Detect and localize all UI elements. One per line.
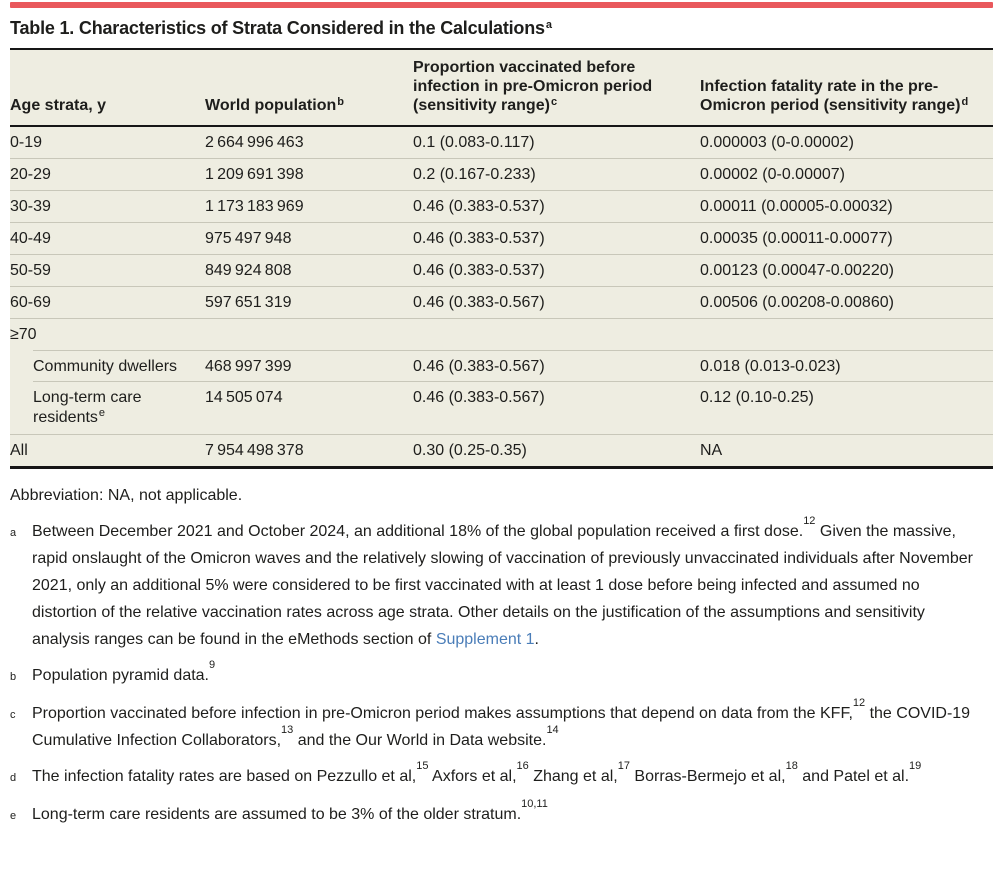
cell-age: Long-term care residentse — [33, 389, 142, 426]
cell-population: 1 173 183 969 — [205, 198, 304, 215]
cell-age: 40-49 — [10, 230, 51, 247]
cell-vaccinated: 0.46 (0.383-0.537) — [413, 262, 545, 279]
accent-bar — [10, 2, 993, 8]
header-world-population: World populationb — [205, 96, 344, 114]
cell-ifr: 0.00002 (0-0.00007) — [700, 166, 845, 183]
table-row: 40-49 975 497 948 0.46 (0.383-0.537) 0.0… — [10, 222, 993, 254]
cell-age: All — [10, 442, 28, 459]
cell-population: 849 924 808 — [205, 262, 292, 279]
table-title-footnote-marker: a — [545, 19, 552, 31]
footnote-e: e Long-term care residents are assumed t… — [10, 797, 993, 830]
table-bottom-rule — [10, 466, 993, 469]
header-proportion-vaccinated: Proportion vaccinated before infection i… — [413, 59, 653, 114]
cell-vaccinated: 0.46 (0.383-0.537) — [413, 198, 545, 215]
table-row: 50-59 849 924 808 0.46 (0.383-0.537) 0.0… — [10, 254, 993, 286]
footnote-a: a Between December 2021 and October 2024… — [10, 514, 993, 653]
cell-vaccinated — [413, 325, 700, 346]
cell-footnote-marker: e — [98, 407, 106, 419]
characteristics-table: Age strata, y World populationb Proporti… — [10, 50, 993, 466]
footnote-text: Population pyramid data.9 — [32, 658, 216, 684]
cell-ifr: 0.000003 (0-0.00002) — [700, 134, 854, 151]
cell-ifr: 0.00123 (0.00047-0.00220) — [700, 262, 894, 279]
cell-population: 597 651 319 — [205, 294, 292, 311]
cell-vaccinated: 0.46 (0.383-0.567) — [413, 389, 545, 406]
cell-ifr — [700, 325, 983, 346]
table-header-row: Age strata, y World populationb Proporti… — [10, 50, 993, 127]
footnote-marker: e — [10, 810, 17, 822]
cell-age: 0-19 — [10, 134, 43, 151]
cell-population: 14 505 074 — [205, 389, 283, 406]
cell-age: ≥70 — [10, 326, 37, 343]
cell-ifr: 0.018 (0.013-0.023) — [700, 358, 841, 375]
table-row-community-dwellers: Community dwellers 468 997 399 0.46 (0.3… — [10, 350, 993, 382]
abbreviation-note: Abbreviation: NA, not applicable. — [10, 487, 243, 504]
cell-vaccinated: 0.1 (0.083-0.117) — [413, 134, 535, 151]
footnote-text: The infection fatality rates are based o… — [32, 759, 922, 785]
cell-vaccinated: 0.30 (0.25-0.35) — [413, 442, 527, 459]
cell-population: 975 497 948 — [205, 230, 292, 247]
cell-vaccinated: 0.2 (0.167-0.233) — [413, 166, 536, 183]
table-row: 60-69 597 651 319 0.46 (0.383-0.567) 0.0… — [10, 286, 993, 318]
cell-population: 468 997 399 — [205, 358, 292, 375]
footnote-c: c Proportion vaccinated before infection… — [10, 696, 993, 754]
table-row-long-term-care: Long-term care residentse 14 505 074 0.4… — [10, 381, 993, 434]
cell-vaccinated: 0.46 (0.383-0.567) — [413, 294, 545, 311]
cell-ifr: NA — [700, 442, 723, 459]
footnotes-section: Abbreviation: NA, not applicable. a Betw… — [10, 469, 993, 830]
table-row-group-70plus: ≥70 — [10, 318, 993, 351]
table-title-text: Table 1. Characteristics of Strata Consi… — [10, 18, 545, 38]
footnote-text: Long-term care residents are assumed to … — [32, 797, 548, 823]
footnote-marker: a — [10, 527, 17, 539]
cell-population: 7 954 498 378 — [205, 442, 304, 459]
footnote-text: Between December 2021 and October 2024, … — [32, 514, 973, 648]
cell-population: 1 209 691 398 — [205, 166, 304, 183]
table-row: 30-39 1 173 183 969 0.46 (0.383-0.537) 0… — [10, 190, 993, 222]
header-age-strata: Age strata, y — [10, 97, 107, 114]
cell-age: 60-69 — [10, 294, 51, 311]
cell-population — [205, 325, 413, 346]
table-row: 20-29 1 209 691 398 0.2 (0.167-0.233) 0.… — [10, 158, 993, 190]
footnote-b: b Population pyramid data.9 — [10, 658, 993, 691]
footnote-d: d The infection fatality rates are based… — [10, 759, 993, 792]
footnote-marker: c — [10, 709, 16, 721]
footnote-marker: d — [10, 772, 17, 784]
table-title: Table 1. Characteristics of Strata Consi… — [10, 18, 993, 39]
cell-vaccinated: 0.46 (0.383-0.537) — [413, 230, 545, 247]
cell-population: 2 664 996 463 — [205, 134, 304, 151]
table-row-all: All 7 954 498 378 0.30 (0.25-0.35) NA — [10, 434, 993, 466]
cell-ifr: 0.00011 (0.00005-0.00032) — [700, 198, 893, 215]
cell-vaccinated: 0.46 (0.383-0.567) — [413, 358, 545, 375]
cell-age: 50-59 — [10, 262, 51, 279]
header-infection-fatality-rate: Infection fatality rate in the pre-Omicr… — [700, 78, 969, 114]
cell-age: 20-29 — [10, 166, 51, 183]
footnote-text: Proportion vaccinated before infection i… — [32, 696, 971, 749]
cell-ifr: 0.00035 (0.00011-0.00077) — [700, 230, 893, 247]
supplement-1-link[interactable]: Supplement 1 — [435, 631, 535, 648]
cell-ifr: 0.12 (0.10-0.25) — [700, 389, 814, 406]
table-row: 0-19 2 664 996 463 0.1 (0.083-0.117) 0.0… — [10, 127, 993, 158]
title-rule — [10, 48, 993, 50]
cell-age: 30-39 — [10, 198, 51, 215]
footnote-marker: b — [10, 671, 17, 683]
cell-age: Community dwellers — [33, 358, 178, 375]
cell-ifr: 0.00506 (0.00208-0.00860) — [700, 294, 894, 311]
